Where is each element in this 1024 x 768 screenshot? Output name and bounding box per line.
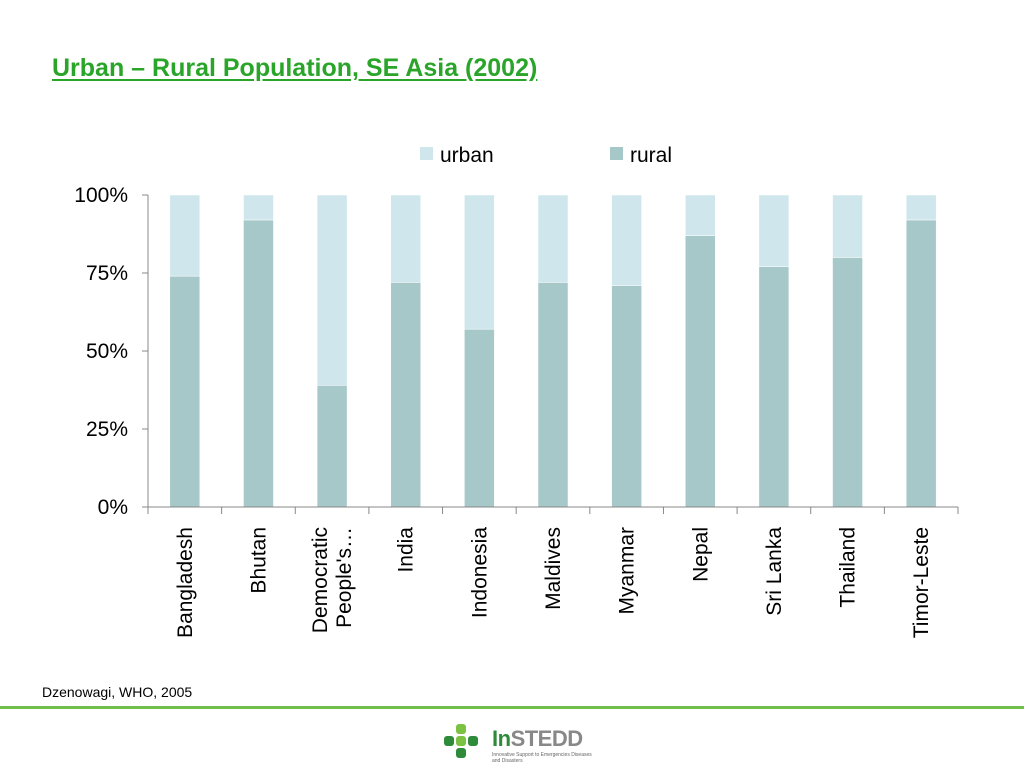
stacked-bar-chart: urban rural 0% 25% 50% 75% 100% Bangladesh Bhu… [74, 144, 959, 638]
x-category-label: Sri Lanka [763, 527, 786, 616]
x-category-label: Indonesia [468, 527, 491, 618]
x-category-label-line: Democratic [309, 527, 332, 633]
x-category-label-line: Maldives [542, 527, 565, 610]
y-tick-label: 75% [86, 262, 128, 285]
bar-rural-9 [832, 257, 863, 508]
y-axis: 0% 25% 50% 75% 100% [74, 184, 149, 519]
x-category-label-line: Sri Lanka [763, 527, 786, 616]
bar-rural-7 [685, 235, 716, 508]
x-category-label: Nepal [689, 527, 712, 582]
legend-swatch-urban [420, 147, 433, 160]
bar-urban-5 [537, 194, 569, 283]
bar-rural-5 [537, 282, 569, 508]
chart-legend: urban rural [420, 144, 672, 167]
bar-rural-0 [169, 275, 201, 508]
bar-urban-3 [390, 194, 421, 283]
bar-urban-8 [758, 194, 790, 268]
bar-rural-6 [611, 285, 642, 508]
x-category-label: India [395, 527, 418, 573]
bar-rural-1 [243, 219, 274, 508]
x-category-label-line: India [395, 527, 418, 573]
legend-swatch-rural [610, 147, 623, 160]
x-category-label: Thailand [837, 527, 860, 608]
footer-divider [0, 706, 1024, 709]
x-category-label-line: Myanmar [616, 527, 639, 615]
legend-label-urban: urban [440, 144, 494, 167]
x-category-label-line: Timor-Leste [910, 527, 933, 638]
x-category-label: Timor-Leste [910, 527, 933, 638]
logo-tagline: Innovative Support to Emergencies Diseas… [492, 752, 592, 764]
x-category-label: Maldives [542, 527, 565, 610]
bar-rural-10 [905, 219, 937, 508]
bars [169, 194, 937, 508]
bar-urban-9 [832, 194, 863, 258]
bar-rural-2 [316, 385, 348, 508]
cross-logo-icon [444, 724, 478, 758]
bar-urban-0 [169, 194, 201, 277]
legend-label-rural: rural [630, 144, 672, 167]
y-tick-label: 25% [86, 418, 128, 441]
x-axis: Bangladesh Bhutan DemocraticPeople's… India… [147, 506, 959, 638]
bar-urban-10 [905, 194, 937, 221]
y-tick-label: 50% [86, 340, 128, 363]
x-category-label: Bangladesh [174, 527, 197, 638]
bar-urban-4 [464, 194, 495, 330]
slide-title: Urban – Rural Population, SE Asia (2002) [52, 54, 538, 82]
x-category-label-line: Thailand [837, 527, 860, 608]
x-category-label-line: People's… [333, 527, 356, 628]
source-citation: Dzenowagi, WHO, 2005 [42, 684, 193, 700]
bar-rural-3 [390, 282, 421, 508]
x-category-label-line: Bangladesh [174, 527, 197, 638]
y-tick-label: 0% [98, 496, 128, 519]
logo-name: STEDD [510, 726, 584, 751]
bar-rural-8 [758, 266, 790, 508]
instedd-logo: InSTEDD Innovative Support to Emergencie… [440, 722, 600, 768]
bar-rural-4 [464, 328, 495, 508]
x-category-label: DemocraticPeople's… [309, 527, 356, 633]
bar-urban-7 [685, 194, 716, 236]
x-category-label-line: Indonesia [468, 527, 491, 618]
x-category-label: Bhutan [247, 527, 270, 594]
x-category-label: Myanmar [616, 527, 639, 615]
x-category-label-line: Nepal [689, 527, 712, 582]
bar-urban-1 [243, 194, 274, 221]
y-tick-label: 100% [74, 184, 128, 207]
bar-urban-2 [316, 194, 348, 386]
bar-urban-6 [611, 194, 642, 286]
logo-prefix: In [492, 726, 511, 751]
x-category-label-line: Bhutan [247, 527, 270, 594]
